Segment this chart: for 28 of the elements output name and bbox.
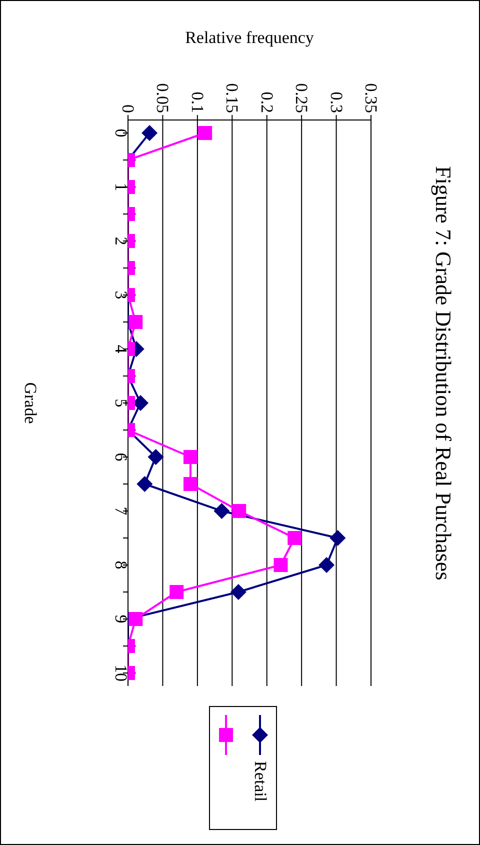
x-axis-title: Relative frequency — [185, 28, 314, 48]
x-tick-label: 0.05 — [153, 83, 172, 113]
y-tick-label: 0 — [112, 128, 130, 138]
x-tick-label: 0.35 — [362, 83, 380, 113]
y-tick-label: 3 — [112, 290, 130, 300]
y-tick-label: 2 — [112, 236, 130, 246]
x-tick-label: 0 — [118, 104, 138, 113]
x-tick-label: 0.3 — [326, 92, 346, 113]
y-tick-label: 10 — [112, 664, 130, 682]
x-tick-label: 0.25 — [292, 83, 312, 113]
point — [232, 504, 246, 518]
x-tick-label: 0.1 — [188, 92, 207, 113]
y-tick-label: 6 — [112, 452, 130, 462]
point — [318, 557, 335, 573]
y-tick-label: 9 — [112, 614, 130, 624]
point — [288, 531, 302, 545]
y-tick-label: 4 — [112, 344, 130, 354]
x-tick-label: 0.2 — [257, 92, 276, 113]
point — [214, 503, 230, 519]
x-tick-label: 0.15 — [222, 83, 242, 113]
point — [274, 558, 288, 572]
y-axis-title: Grade — [20, 382, 40, 424]
y-tick-label: 8 — [112, 560, 130, 570]
text: Figure 7: Grade Distribution of Real Purchases — [430, 166, 456, 581]
y-tick-label: 5 — [112, 398, 130, 408]
point — [230, 584, 246, 600]
legend-label: Retail — [250, 761, 270, 804]
point — [330, 530, 346, 546]
